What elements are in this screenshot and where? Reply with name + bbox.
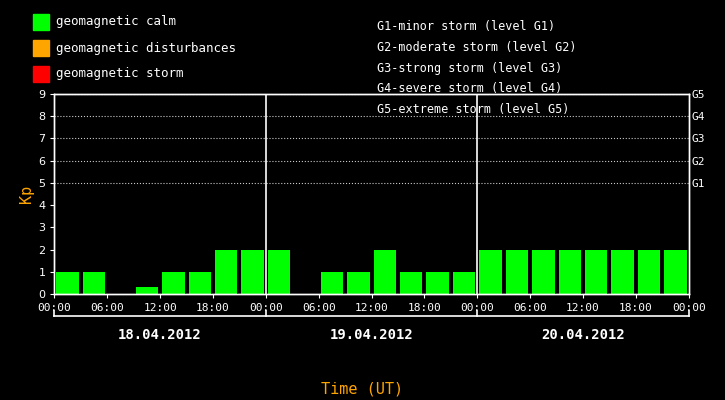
Bar	[215, 250, 237, 294]
Bar	[162, 272, 185, 294]
Text: geomagnetic storm: geomagnetic storm	[56, 68, 183, 80]
Text: G3-strong storm (level G3): G3-strong storm (level G3)	[377, 62, 563, 74]
Bar	[268, 250, 290, 294]
Bar	[453, 272, 476, 294]
Text: G5-extreme storm (level G5): G5-extreme storm (level G5)	[377, 103, 569, 116]
Bar	[506, 250, 529, 294]
Y-axis label: Kp: Kp	[19, 185, 34, 203]
Bar	[479, 250, 502, 294]
Bar	[664, 250, 687, 294]
Text: G2-moderate storm (level G2): G2-moderate storm (level G2)	[377, 41, 576, 54]
Bar	[558, 250, 581, 294]
Bar	[585, 250, 608, 294]
Bar	[426, 272, 449, 294]
Text: 19.04.2012: 19.04.2012	[330, 328, 413, 342]
Bar	[638, 250, 660, 294]
Bar	[400, 272, 423, 294]
Bar	[347, 272, 370, 294]
Text: G1-minor storm (level G1): G1-minor storm (level G1)	[377, 20, 555, 33]
Bar	[611, 250, 634, 294]
Bar	[83, 272, 105, 294]
Text: geomagnetic calm: geomagnetic calm	[56, 16, 176, 28]
Text: 18.04.2012: 18.04.2012	[118, 328, 202, 342]
Bar	[188, 272, 211, 294]
Text: 20.04.2012: 20.04.2012	[541, 328, 625, 342]
Bar	[241, 250, 264, 294]
Text: G4-severe storm (level G4): G4-severe storm (level G4)	[377, 82, 563, 96]
Text: geomagnetic disturbances: geomagnetic disturbances	[56, 42, 236, 54]
Bar	[320, 272, 343, 294]
Text: Time (UT): Time (UT)	[321, 381, 404, 396]
Bar	[136, 287, 158, 294]
Bar	[57, 272, 79, 294]
Bar	[373, 250, 396, 294]
Bar	[532, 250, 555, 294]
